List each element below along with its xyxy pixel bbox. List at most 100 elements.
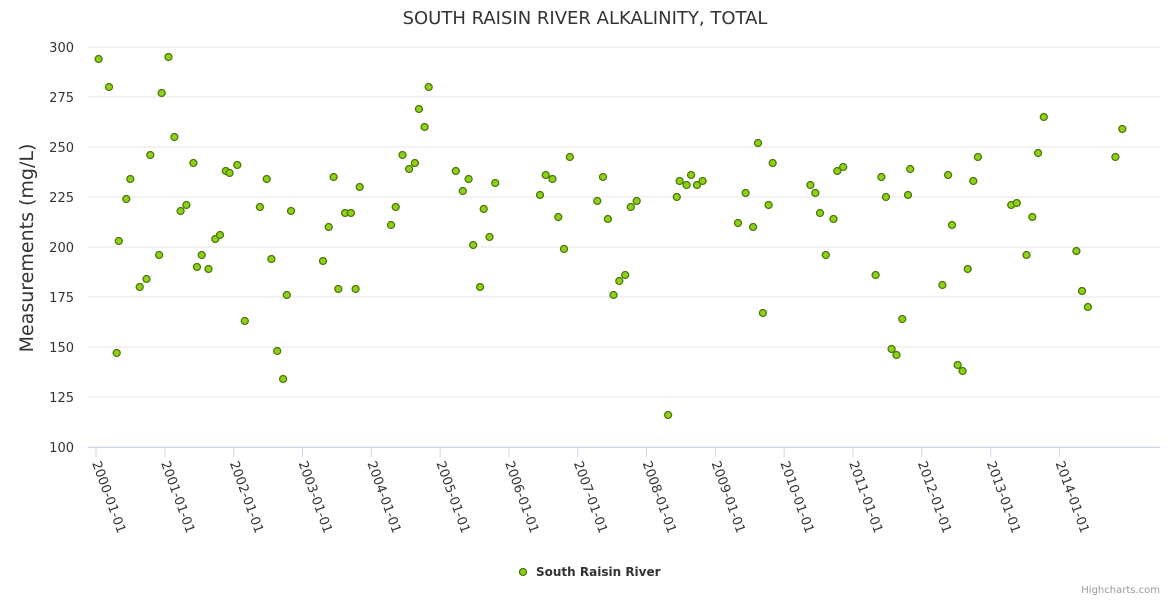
data-point — [469, 240, 478, 250]
data-point — [815, 208, 825, 218]
data-point — [420, 122, 429, 132]
data-point — [829, 214, 838, 224]
data-point — [906, 164, 915, 174]
x-tick-label: 2011-01-01 — [845, 459, 885, 535]
data-point — [626, 202, 635, 212]
data-point — [593, 196, 602, 206]
x-tick-label: 2009-01-01 — [708, 459, 748, 535]
data-point — [871, 270, 880, 280]
data-point — [1083, 302, 1093, 312]
data-point — [554, 212, 563, 222]
data-point — [887, 344, 896, 354]
data-point — [892, 350, 901, 360]
data-point — [104, 82, 114, 92]
data-point — [609, 290, 618, 300]
y-axis-ticks: 100 125 150 175 200 225 250 275 300 — [49, 41, 74, 456]
data-point — [947, 220, 957, 230]
data-point — [189, 158, 198, 168]
data-point — [938, 280, 947, 290]
data-point — [898, 314, 907, 324]
data-points — [94, 52, 1127, 420]
x-tick-label: 2007-01-01 — [570, 459, 610, 535]
y-tick-label: 300 — [49, 41, 74, 56]
data-point — [398, 150, 407, 160]
data-point — [355, 182, 364, 192]
data-point — [386, 220, 396, 230]
x-axis-ticks: 2000-01-01 2001-01-01 2002-01-01 2003-01-01… — [88, 459, 1091, 535]
data-point — [485, 232, 494, 242]
data-point — [458, 186, 467, 196]
legend-label: South Raisin River — [536, 565, 661, 579]
y-tick-label: 150 — [49, 341, 74, 356]
y-tick-label: 275 — [49, 91, 74, 106]
data-point — [491, 178, 500, 188]
data-point — [753, 138, 763, 148]
data-point — [170, 132, 179, 142]
x-tick-label: 2012-01-01 — [914, 459, 954, 535]
data-point — [404, 164, 414, 174]
data-point — [675, 176, 684, 186]
data-point — [692, 180, 702, 190]
data-point — [698, 176, 707, 186]
x-tick-label: 2005-01-01 — [432, 459, 472, 535]
data-point — [204, 264, 213, 274]
data-point — [1077, 286, 1087, 296]
x-tick-label: 2001-01-01 — [157, 459, 197, 535]
data-point — [286, 206, 296, 216]
data-point — [278, 374, 288, 384]
x-tick-label: 2000-01-01 — [88, 459, 128, 535]
data-point — [329, 172, 338, 182]
data-point — [164, 52, 173, 62]
data-point — [318, 256, 328, 266]
data-point — [464, 174, 473, 184]
data-point — [240, 316, 249, 326]
data-point — [881, 192, 891, 202]
y-tick-label: 225 — [49, 191, 74, 206]
data-point — [114, 236, 123, 246]
data-point — [1111, 152, 1120, 162]
data-point — [262, 174, 271, 184]
data-point — [334, 284, 343, 294]
data-point — [811, 188, 820, 198]
data-point — [598, 172, 608, 182]
data-point — [215, 230, 225, 240]
data-point — [806, 180, 815, 190]
x-tick-label: 2002-01-01 — [226, 459, 266, 535]
data-point — [833, 166, 842, 176]
data-point — [1039, 112, 1048, 122]
y-tick-label: 175 — [49, 291, 74, 306]
data-point — [758, 308, 768, 318]
x-tick-label: 2006-01-01 — [501, 459, 541, 535]
data-point — [324, 222, 333, 232]
y-tick-label: 250 — [49, 141, 74, 156]
credits-link[interactable]: Highcharts.com — [1081, 585, 1160, 596]
data-point — [1072, 246, 1081, 256]
x-axis — [88, 447, 1160, 457]
x-tick-label: 2014-01-01 — [1052, 459, 1092, 535]
data-point — [741, 188, 750, 198]
data-point — [351, 284, 360, 294]
data-point — [122, 194, 131, 204]
data-point — [267, 254, 276, 264]
data-point — [615, 276, 624, 286]
data-point — [768, 158, 777, 168]
data-point — [1118, 124, 1127, 134]
data-point — [682, 180, 691, 190]
data-point — [1012, 198, 1021, 208]
data-point — [346, 208, 356, 218]
data-point — [672, 192, 681, 202]
data-point — [1028, 212, 1037, 222]
data-point — [821, 250, 830, 260]
data-point — [410, 158, 420, 168]
data-point — [424, 82, 433, 92]
data-point — [535, 190, 545, 200]
x-tick-label: 2003-01-01 — [295, 459, 335, 535]
data-point — [255, 202, 265, 212]
legend-marker — [518, 567, 528, 577]
data-point — [182, 200, 191, 210]
legend[interactable]: South Raisin River — [518, 565, 661, 579]
data-point — [479, 204, 488, 214]
data-point — [1022, 250, 1031, 260]
data-point — [192, 262, 202, 272]
